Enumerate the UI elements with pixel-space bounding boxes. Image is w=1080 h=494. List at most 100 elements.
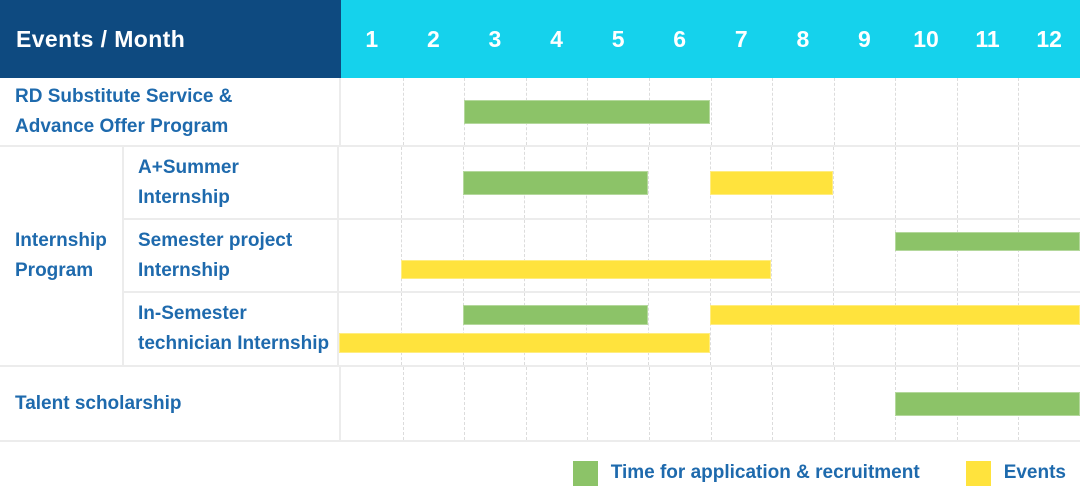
legend: Time for application & recruitment Event… bbox=[0, 442, 1080, 494]
month-gridline bbox=[771, 293, 773, 365]
application-bar bbox=[462, 305, 648, 325]
month-tick-11: 11 bbox=[975, 25, 1000, 52]
row-label-talent-scholarship: Talent scholarship bbox=[0, 367, 341, 440]
month-axis: 1 2 3 4 5 6 7 8 9 10 11 12 bbox=[341, 0, 1080, 78]
events-bar bbox=[709, 170, 833, 195]
row-talent-scholarship: Talent scholarship bbox=[0, 367, 1080, 442]
row-label-rd-substitute: RD Substitute Service & Advance Offer Pr… bbox=[0, 78, 341, 145]
month-gridline bbox=[464, 367, 466, 440]
month-tick-1: 1 bbox=[365, 25, 379, 52]
row-in-semester-technician-internship: In-Semester technician Internship bbox=[124, 293, 1080, 365]
label-line: Internship bbox=[138, 259, 230, 281]
month-gridline bbox=[894, 147, 896, 218]
month-tick-9: 9 bbox=[858, 25, 871, 52]
chart-track-in-semester-technician-internship bbox=[339, 293, 1080, 365]
group-subrows: A+Summer Internship Semester project Int… bbox=[124, 147, 1080, 365]
row-label-a-summer-internship: A+Summer Internship bbox=[124, 147, 339, 218]
application-bar bbox=[895, 391, 1080, 416]
month-gridline bbox=[647, 293, 649, 365]
month-gridline bbox=[400, 147, 402, 218]
row-rd-substitute: RD Substitute Service & Advance Offer Pr… bbox=[0, 78, 1080, 147]
label-line: Program bbox=[15, 260, 94, 281]
month-gridline bbox=[1018, 78, 1020, 145]
row-semester-project-internship: Semester project Internship bbox=[124, 220, 1080, 293]
month-gridline bbox=[895, 78, 897, 145]
month-gridline bbox=[648, 367, 650, 440]
chart-track-semester-project-internship bbox=[339, 220, 1080, 291]
row-label-semester-project-internship: Semester project Internship bbox=[124, 220, 339, 291]
month-gridline bbox=[772, 367, 774, 440]
events-bar bbox=[709, 305, 1080, 325]
label-line: RD Substitute Service & bbox=[15, 85, 233, 107]
label-line: technician Internship bbox=[138, 333, 330, 354]
application-bar bbox=[462, 170, 648, 195]
events-bar bbox=[400, 259, 772, 279]
label-line: Internship bbox=[138, 186, 230, 208]
table-header: Events / Month 1 2 3 4 5 6 7 8 9 10 11 1… bbox=[0, 0, 1080, 78]
month-tick-7: 7 bbox=[734, 25, 748, 52]
month-gridline bbox=[956, 293, 958, 365]
application-bar bbox=[464, 99, 711, 124]
month-gridline bbox=[1018, 293, 1020, 365]
month-gridline bbox=[402, 78, 404, 145]
row-a-summer-internship: A+Summer Internship bbox=[124, 147, 1080, 220]
month-gridline bbox=[956, 78, 958, 145]
month-gridline bbox=[710, 78, 712, 145]
application-bar bbox=[894, 232, 1080, 252]
label-line: Advance Offer Program bbox=[15, 115, 229, 137]
legend-item-events: Events bbox=[965, 460, 1066, 486]
month-gridline bbox=[833, 293, 834, 365]
label-line: Talent scholarship bbox=[15, 392, 182, 414]
month-tick-4: 4 bbox=[550, 25, 563, 52]
month-gridline bbox=[400, 293, 402, 365]
month-gridline bbox=[709, 293, 711, 365]
month-tick-8: 8 bbox=[796, 25, 810, 52]
label-line: Internship bbox=[15, 230, 107, 251]
month-gridline bbox=[956, 147, 958, 218]
group-internship-program: Internship Program A+Summer Internship S… bbox=[0, 147, 1080, 367]
month-gridline bbox=[894, 220, 896, 291]
legend-label-application: Time for application & recruitment bbox=[610, 462, 920, 483]
label-line: Semester project bbox=[138, 229, 293, 251]
month-gridline bbox=[400, 220, 402, 291]
month-tick-3: 3 bbox=[488, 25, 502, 52]
month-gridline bbox=[647, 147, 649, 218]
month-gridline bbox=[956, 220, 958, 291]
legend-item-application: Time for application & recruitment bbox=[572, 460, 920, 486]
events-color-swatch bbox=[965, 460, 991, 486]
month-gridline bbox=[1018, 220, 1020, 291]
month-gridline bbox=[587, 367, 589, 440]
chart-track-a-summer-internship bbox=[339, 147, 1080, 218]
month-gridline bbox=[1018, 147, 1020, 218]
month-gridline bbox=[462, 220, 464, 291]
month-gridline bbox=[524, 293, 526, 365]
events-month-title: Events / Month bbox=[0, 0, 341, 78]
month-gridline bbox=[586, 220, 587, 291]
label-line: In-Semester bbox=[138, 303, 247, 324]
row-label-in-semester-technician-internship: In-Semester technician Internship bbox=[124, 293, 339, 365]
month-gridline bbox=[833, 78, 835, 145]
month-gridline bbox=[525, 367, 527, 440]
month-tick-2: 2 bbox=[426, 25, 440, 52]
label-line: A+Summer bbox=[138, 156, 239, 178]
month-tick-5: 5 bbox=[611, 25, 625, 52]
month-gridline bbox=[710, 367, 712, 440]
application-color-swatch bbox=[572, 460, 598, 486]
chart-track-rd-substitute bbox=[341, 78, 1080, 145]
month-tick-6: 6 bbox=[673, 25, 687, 52]
chart-track-talent-scholarship bbox=[341, 367, 1080, 440]
month-gridline bbox=[833, 220, 834, 291]
month-gridline bbox=[647, 220, 649, 291]
month-tick-12: 12 bbox=[1036, 25, 1062, 52]
month-gridline bbox=[462, 293, 464, 365]
legend-label-events: Events bbox=[1003, 462, 1066, 483]
month-gridline bbox=[402, 367, 404, 440]
month-gridline bbox=[524, 220, 526, 291]
month-gridline bbox=[709, 220, 711, 291]
month-gridline bbox=[833, 367, 835, 440]
month-gridline bbox=[894, 293, 896, 365]
month-gridline bbox=[772, 78, 774, 145]
month-gridline bbox=[771, 220, 773, 291]
month-gridline bbox=[586, 293, 587, 365]
